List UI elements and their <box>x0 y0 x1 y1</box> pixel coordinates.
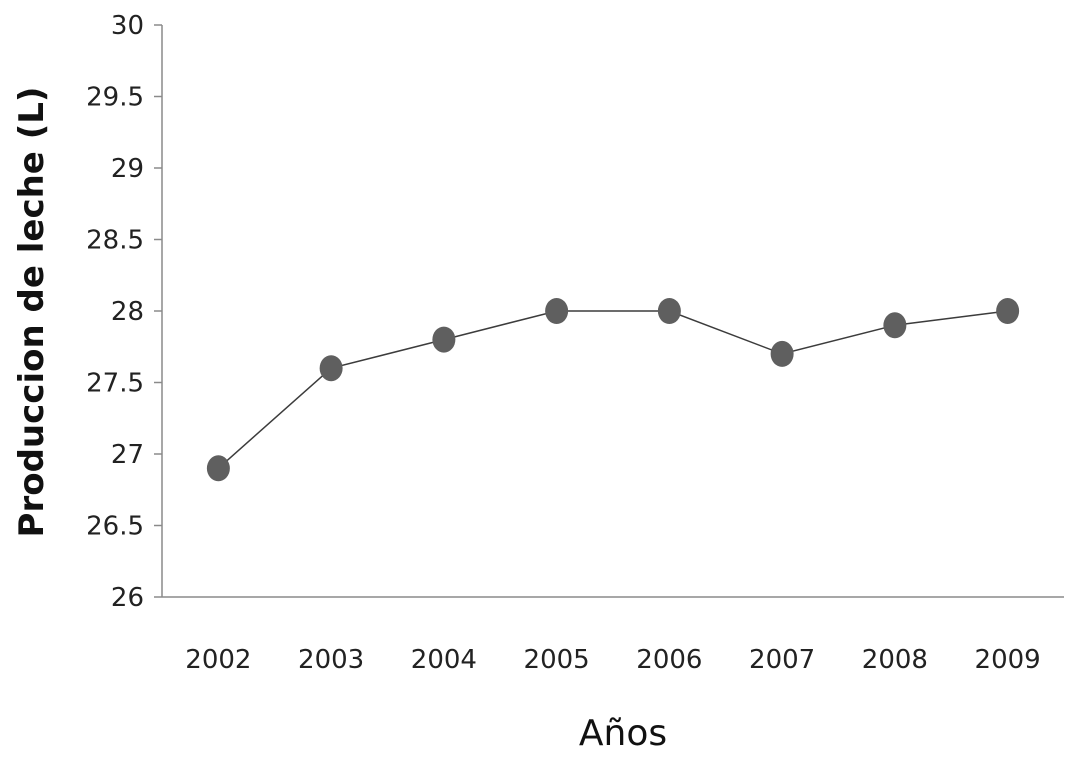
y-tick-label: 29.5 <box>86 83 144 113</box>
x-tick-label: 2006 <box>636 645 702 675</box>
y-tick-label: 26.5 <box>86 512 144 542</box>
series-layer <box>206 298 1020 482</box>
x-axis: 2002 2003 2004 2005 2006 2007 2008 2009 <box>162 596 1064 675</box>
x-tick-label: 2004 <box>411 645 477 675</box>
y-tick-label: 27 <box>111 440 144 470</box>
x-tick-label: 2009 <box>975 645 1041 675</box>
data-point <box>545 298 569 324</box>
x-tick-label: 2003 <box>298 645 364 675</box>
x-tick-label: 2005 <box>524 645 590 675</box>
y-tick-label: 28 <box>111 297 144 327</box>
data-point <box>657 298 681 324</box>
y-tick-label: 27.5 <box>86 369 144 399</box>
x-tick-label: 2007 <box>749 645 815 675</box>
y-tick-label: 30 <box>111 11 144 41</box>
x-tick-label: 2002 <box>185 645 251 675</box>
data-point <box>432 326 456 353</box>
data-point <box>883 312 907 339</box>
x-axis-title: Años <box>579 713 667 754</box>
y-axis-title: Produccion de leche (L) <box>12 87 52 538</box>
data-point <box>996 298 1020 324</box>
y-tick-label: 29 <box>111 154 144 184</box>
series-line <box>217 310 1008 469</box>
y-axis: 26 26.5 27 27.5 28 28.5 29 29.5 30 <box>86 11 163 613</box>
data-point <box>770 340 794 367</box>
x-tick-label: 2008 <box>862 645 928 675</box>
y-tick-label: 26 <box>111 583 144 613</box>
data-point <box>319 355 343 382</box>
data-point <box>206 455 230 482</box>
y-tick-label: 28.5 <box>86 226 144 256</box>
